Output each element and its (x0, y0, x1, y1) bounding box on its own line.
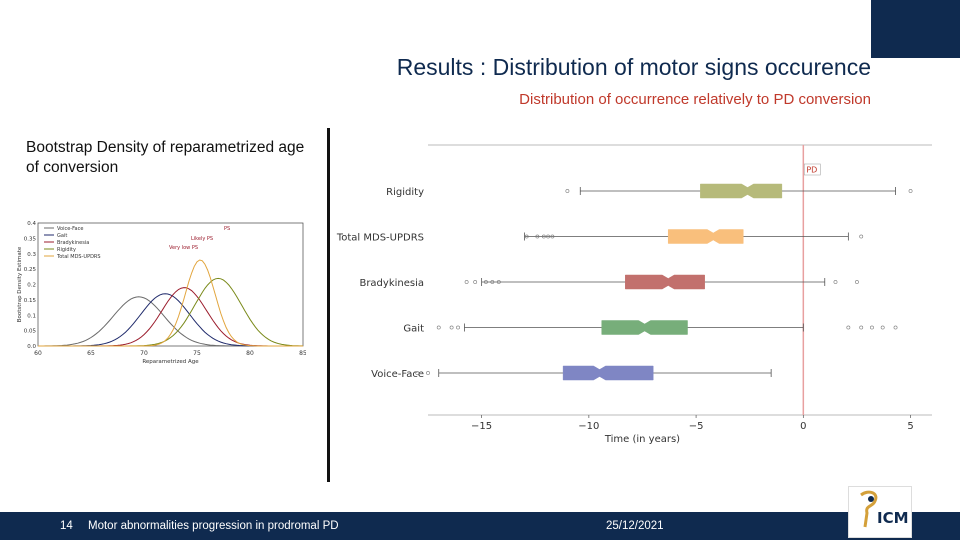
density-annotation: PS (224, 226, 230, 232)
density-caption: Bootstrap Density of reparametrized age … (26, 139, 305, 176)
density-y-tick-label: 0.4 (27, 221, 36, 227)
density-y-tick-label: 0.3 (27, 252, 36, 258)
density-y-tick-label: 0.15 (24, 298, 37, 304)
box-outlier-point (855, 280, 859, 284)
box-body (562, 365, 654, 381)
pd-label-box (804, 163, 821, 176)
box-x-tick-label: −10 (578, 421, 599, 432)
presentation-date: 25/12/2021 (606, 520, 664, 532)
density-x-tick-label: 65 (87, 350, 95, 357)
density-legend-entry: Voice-Face (57, 226, 83, 232)
box-category-label: Voice-Face (371, 369, 424, 380)
slide-title: Results : Distribution of motor signs oc… (396, 54, 871, 80)
density-chart: 60 65 70 75 80 85 0.0 0.05 0.1 0.15 0.2 0.25 0.3 0.35… (17, 221, 306, 364)
icm-logo: ICM (848, 486, 912, 538)
logo-text: ICM (877, 509, 909, 527)
box-outlier-point (550, 234, 555, 239)
box-outlier-point (859, 234, 864, 239)
box-outlier-point (880, 325, 885, 330)
slide-subtitle: Distribution of occurrence relatively to… (519, 91, 871, 108)
density-x-tick-label: 85 (299, 350, 306, 357)
box-x-tick-label: 5 (907, 421, 913, 432)
box-outlier-point (473, 280, 478, 284)
density-legend-entry: Rigidity (57, 247, 76, 253)
box-category-label: Rigidity (386, 187, 424, 198)
density-y-tick-label: 0.25 (24, 267, 37, 273)
pd-label: PD (806, 166, 817, 175)
density-x-axis-label: Reparametrized Age (142, 359, 199, 364)
density-x-tick-label: 60 (34, 350, 42, 357)
box-outlier-point (496, 280, 501, 284)
density-y-tick-label: 0.05 (24, 329, 37, 335)
footer-bar: 14 Motor abnormalities progression in pr… (0, 512, 960, 540)
icm-brain-logo-icon: ICM (860, 490, 909, 528)
box-outlier-point (541, 234, 546, 239)
density-y-axis-label: Bootstrap Density Estimate (17, 246, 23, 322)
density-plot-frame (37, 222, 304, 347)
box-outlier-point (456, 325, 460, 330)
box-outlier-point (546, 234, 551, 239)
presentation-title: Motor abnormalities progression in prodr… (88, 520, 339, 532)
box-body (601, 320, 688, 335)
density-legend-entry: Total MDS-UPDRS (56, 254, 101, 260)
box-category-label: Gait (403, 324, 424, 335)
box-body (667, 229, 744, 244)
box-outlier-point (565, 189, 570, 193)
box-outlier-point (415, 371, 420, 375)
box-outlier-point (449, 325, 454, 330)
box-x-tick-label: −15 (471, 421, 492, 432)
corner-accent (871, 0, 960, 58)
box-outlier-point (893, 325, 898, 330)
density-x-tick-label: 70 (140, 350, 148, 357)
box-outlier-point (859, 325, 864, 330)
density-series-line (38, 259, 303, 347)
box-body (700, 183, 783, 199)
box-outlier-point (464, 280, 469, 284)
density-y-tick-label: 0.2 (27, 283, 36, 289)
box-outlier-point (908, 189, 913, 193)
box-outlier-point (426, 371, 430, 375)
box-outlier-point (535, 234, 540, 239)
density-legend-entry: Gait (57, 233, 67, 239)
density-legend-entry: Bradykinesia (57, 240, 89, 246)
box-category-label: Bradykinesia (359, 278, 424, 289)
box-outlier-point (846, 325, 851, 330)
density-x-tick-label: 80 (246, 350, 254, 357)
box-x-axis-label: Time (in years) (604, 434, 680, 445)
box-outlier-point (484, 280, 488, 284)
box-x-tick-label: −5 (689, 421, 704, 432)
density-y-tick-label: 0.0 (27, 344, 36, 350)
box-x-tick-label: 0 (800, 421, 806, 432)
box-outlier-point (833, 280, 838, 284)
density-y-tick-label: 0.35 (24, 236, 37, 242)
box-body (625, 274, 705, 290)
page-number: 14 (60, 520, 73, 532)
density-annotation: Very low PS (169, 245, 198, 251)
density-annotation: Likely PS (191, 236, 213, 242)
box-category-label: Total MDS-UPDRS (336, 233, 424, 244)
density-y-tick-label: 0.1 (27, 313, 36, 319)
density-x-tick-label: 75 (193, 350, 201, 357)
boxplot-chart: PD Rigidity Total MDS-UPDRS Bradykinesia Gai… (336, 144, 932, 445)
box-outlier-point (524, 234, 529, 239)
box-outlier-point (436, 325, 441, 330)
vertical-divider (327, 128, 330, 482)
box-outlier-point (490, 280, 495, 284)
box-outlier-point (870, 325, 874, 330)
